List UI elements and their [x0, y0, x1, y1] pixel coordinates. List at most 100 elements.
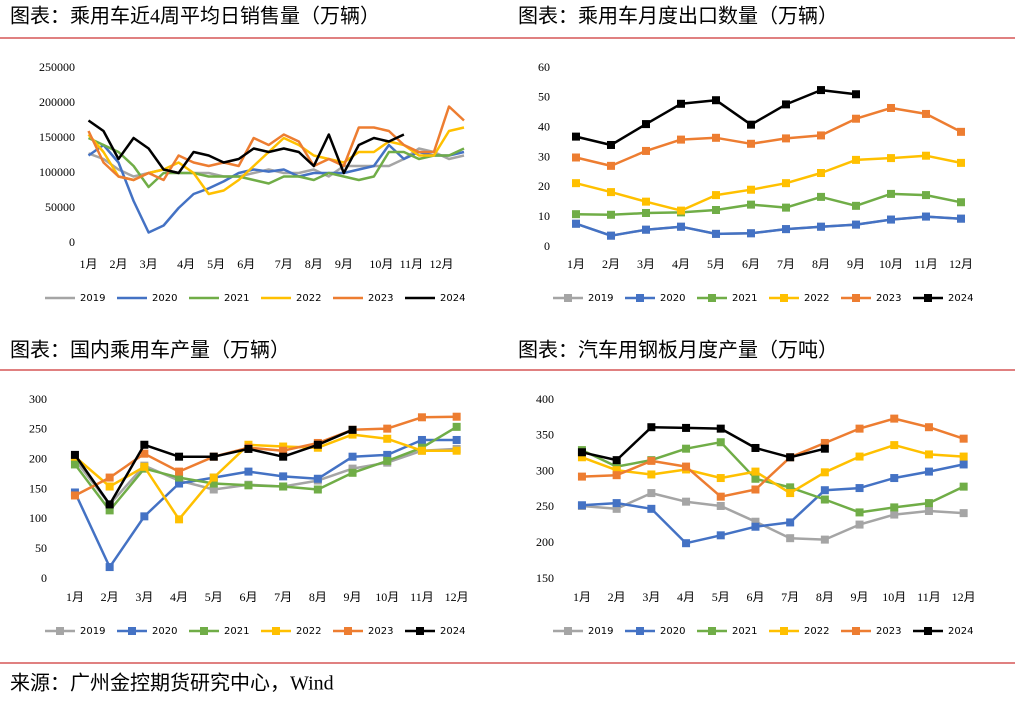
- y-tick-label: 250: [29, 422, 47, 436]
- point-marker: [751, 522, 760, 531]
- y-tick-label: 300: [29, 392, 47, 406]
- x-tick-label: 8月: [309, 590, 327, 604]
- point-marker: [572, 210, 580, 219]
- point-marker: [209, 473, 218, 482]
- series-line: [581, 443, 964, 495]
- point-marker: [279, 442, 288, 451]
- point-marker: [820, 444, 829, 453]
- y-tick-label: 50: [538, 90, 550, 104]
- x-tick-label: 9月: [847, 257, 865, 271]
- x-tick-label: 4月: [177, 257, 195, 271]
- point-marker: [642, 225, 650, 234]
- point-marker: [817, 169, 825, 178]
- y-tick-label: 100000: [39, 165, 75, 179]
- point-marker: [959, 482, 968, 491]
- point-marker: [782, 134, 790, 143]
- series-line: [87, 119, 405, 175]
- point-marker: [244, 481, 253, 490]
- point-marker: [612, 456, 621, 465]
- y-tick-label: 0: [41, 571, 47, 585]
- point-marker: [612, 504, 621, 513]
- point-marker: [852, 90, 860, 99]
- legend-label: 2023: [368, 626, 393, 637]
- point-marker: [712, 206, 720, 215]
- point-marker: [612, 466, 621, 475]
- point-marker: [209, 479, 218, 488]
- x-tick-label: 11月: [914, 257, 938, 271]
- point-marker: [70, 450, 79, 459]
- point-marker: [572, 179, 580, 188]
- point-marker: [817, 192, 825, 201]
- point-marker: [855, 520, 864, 529]
- x-tick-label: 5月: [205, 590, 223, 604]
- point-marker: [572, 219, 580, 228]
- x-tick-label: 5月: [707, 257, 725, 271]
- legend-marker: [272, 627, 280, 635]
- series-line: [74, 415, 457, 497]
- x-tick-label: 7月: [275, 257, 293, 271]
- point-marker: [577, 448, 586, 457]
- point-marker: [855, 452, 864, 461]
- legend-label: 2021: [732, 626, 757, 637]
- point-marker: [647, 423, 656, 432]
- point-marker: [751, 474, 760, 483]
- point-marker: [105, 506, 114, 515]
- x-tick-label: 12月: [429, 257, 453, 271]
- point-marker: [313, 485, 322, 494]
- point-marker: [786, 483, 795, 492]
- point-marker: [647, 470, 656, 479]
- legend-label: 2020: [660, 293, 685, 304]
- point-marker: [887, 103, 895, 112]
- point-marker: [70, 491, 79, 500]
- y-tick-label: 350: [536, 428, 554, 442]
- legend-label: 2019: [588, 293, 613, 304]
- legend-label: 2024: [440, 626, 465, 637]
- series-line: [74, 433, 457, 521]
- legend-label: 2024: [440, 293, 465, 304]
- point-marker: [890, 414, 899, 423]
- point-marker: [820, 486, 829, 495]
- legend-label: 2024: [948, 293, 973, 304]
- series-line: [575, 106, 962, 168]
- x-tick-label: 3月: [135, 590, 153, 604]
- legend-marker: [56, 627, 64, 635]
- point-marker: [817, 222, 825, 231]
- x-tick-label: 6月: [746, 590, 764, 604]
- point-marker: [887, 215, 895, 224]
- legend-marker: [780, 627, 788, 635]
- point-marker: [607, 140, 615, 149]
- x-tick-label: 1月: [567, 257, 585, 271]
- point-marker: [924, 506, 933, 515]
- point-marker: [677, 206, 685, 215]
- point-marker: [786, 518, 795, 527]
- x-tick-label: 6月: [237, 257, 255, 271]
- point-marker: [959, 460, 968, 469]
- legend-label: 2019: [80, 626, 105, 637]
- point-marker: [417, 413, 426, 422]
- point-marker: [890, 474, 899, 483]
- point-marker: [209, 485, 218, 494]
- point-marker: [957, 214, 965, 223]
- point-marker: [817, 131, 825, 140]
- legend-marker: [636, 627, 644, 635]
- point-marker: [577, 501, 586, 510]
- point-marker: [279, 452, 288, 461]
- point-marker: [852, 220, 860, 229]
- point-marker: [716, 438, 725, 447]
- legend-marker: [564, 294, 572, 302]
- y-tick-label: 150: [29, 481, 47, 495]
- x-tick-label: 2月: [110, 257, 128, 271]
- point-marker: [716, 531, 725, 540]
- legend-label: 2020: [660, 626, 685, 637]
- legend-marker: [852, 294, 860, 302]
- y-tick-label: 10: [538, 209, 550, 223]
- point-marker: [957, 158, 965, 167]
- x-tick-label: 7月: [274, 590, 292, 604]
- legend-label: 2020: [152, 626, 177, 637]
- point-marker: [607, 188, 615, 197]
- point-marker: [747, 229, 755, 238]
- point-marker: [751, 485, 760, 494]
- point-marker: [383, 450, 392, 459]
- point-marker: [279, 482, 288, 491]
